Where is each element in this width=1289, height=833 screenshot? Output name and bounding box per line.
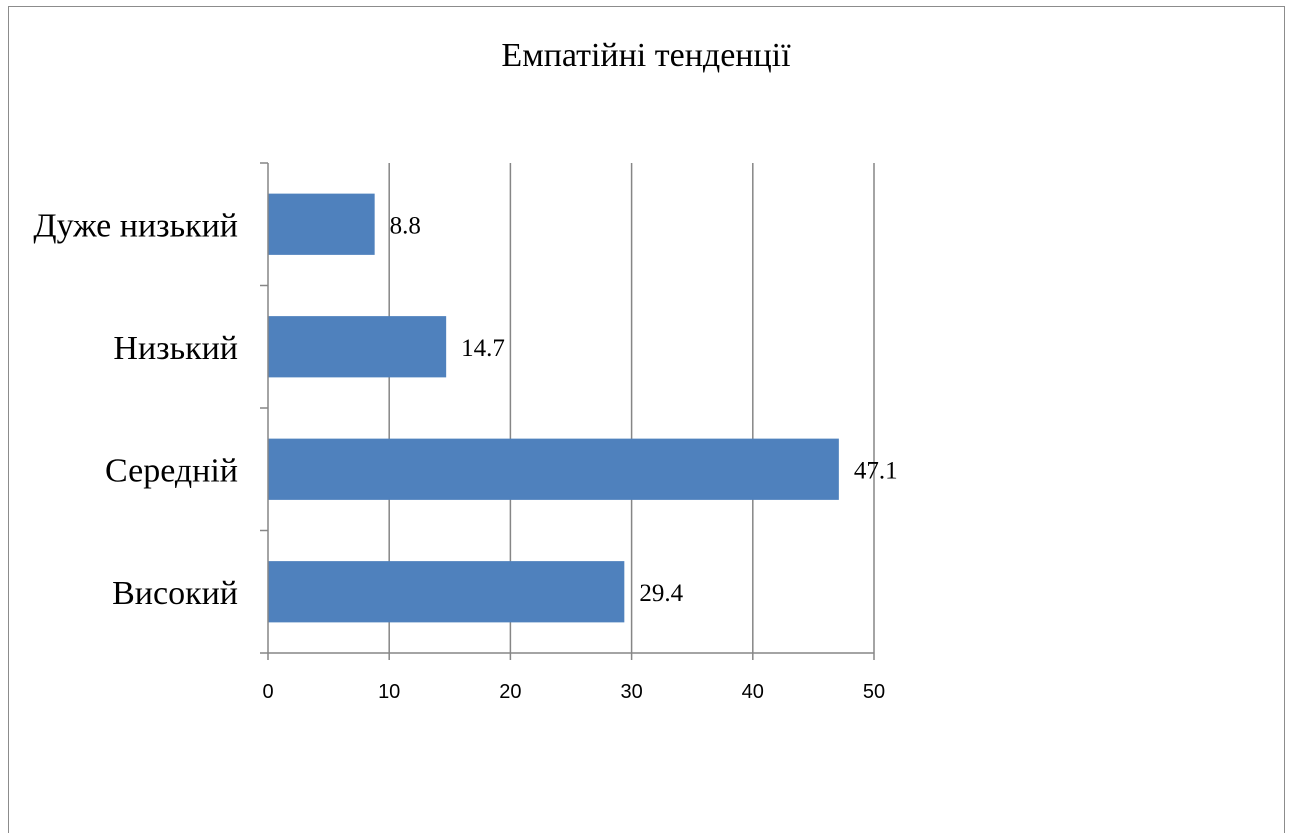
chart-frame xyxy=(8,6,1285,833)
axes xyxy=(260,162,875,660)
bars xyxy=(268,193,839,623)
x-tick-label: 40 xyxy=(742,681,764,703)
data-label: 47.1 xyxy=(854,457,898,484)
data-label: 14.7 xyxy=(461,335,505,362)
x-tick-label: 10 xyxy=(378,681,400,703)
x-tick-label: 30 xyxy=(620,681,642,703)
category-label: Високий xyxy=(112,575,238,612)
labels: 0 10 20 30 40 50 8.8 Дуже низький 14.7 Низький 47.… xyxy=(33,207,897,703)
bar xyxy=(268,193,375,255)
category-label: Дуже низький xyxy=(33,207,238,244)
data-label: 29.4 xyxy=(639,580,683,607)
bar xyxy=(268,438,839,500)
x-tick-label: 20 xyxy=(499,681,521,703)
bar xyxy=(268,561,625,623)
x-tick-label: 0 xyxy=(262,681,273,703)
category-label: Середній xyxy=(105,452,238,489)
x-tick-label: 50 xyxy=(863,681,885,703)
category-label: Низький xyxy=(113,330,238,367)
bar xyxy=(268,316,447,378)
chart-title: Емпатійні тенденції xyxy=(501,37,791,74)
data-label: 8.8 xyxy=(390,212,421,239)
